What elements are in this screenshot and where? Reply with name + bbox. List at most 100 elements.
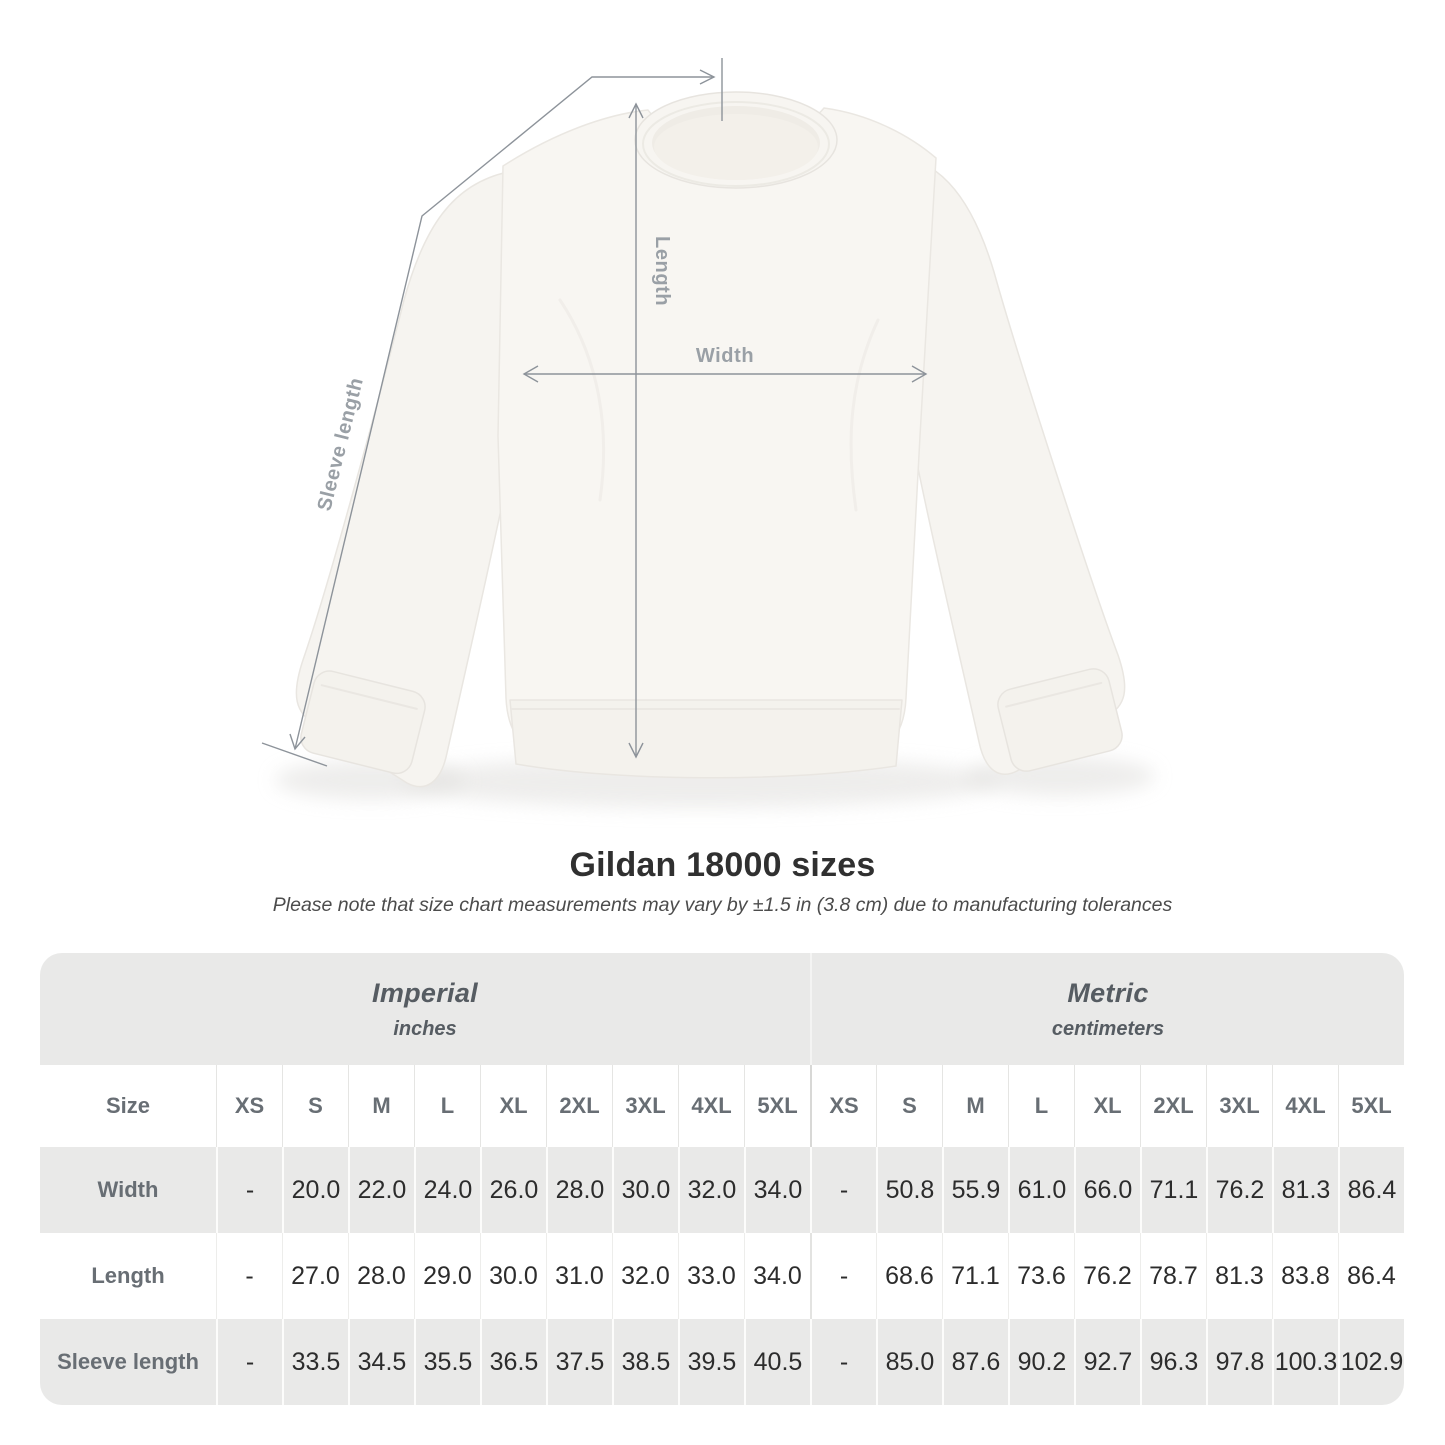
size-header-imperial-xl: XL [480,1065,546,1147]
left-sleeve [295,171,525,788]
size-header-imperial-4xl: 4XL [678,1065,744,1147]
unit-header-row: Imperial inches Metric centimeters [40,953,1404,1065]
metric-header: Metric centimeters [810,953,1404,1065]
cell-imperial-4xl-length: 33.0 [678,1233,744,1319]
cell-metric-2xl-sleeve-length: 96.3 [1140,1319,1206,1405]
size-header-metric-xl: XL [1074,1065,1140,1147]
cell-imperial-2xl-width: 28.0 [546,1147,612,1233]
measurement-row-width: Width -20.0 22.0 24.0 26.0 28.0 30.0 32.0 34.0-5… [40,1147,1404,1233]
cell-imperial-3xl-width: 30.0 [612,1147,678,1233]
measurement-row-sleeve-length: Sleeve length -33.5 34.5 35.5 36.5 37.5 38.5 39… [40,1319,1404,1405]
cell-imperial-5xl-width: 34.0 [744,1147,810,1233]
size-header-imperial-5xl: 5XL [744,1065,810,1147]
cell-metric-s-sleeve-length: 85.0 [876,1319,942,1405]
cell-imperial-2xl-length: 31.0 [546,1233,612,1319]
size-table: Imperial inches Metric centimeters Size … [40,953,1404,1405]
cell-metric-xl-sleeve-length: 92.7 [1074,1319,1140,1405]
cell-metric-2xl-width: 71.1 [1140,1147,1206,1233]
cell-imperial-l-sleeve-length: 35.5 [414,1319,480,1405]
length-label: Length [651,236,673,306]
arrow-left-icon [522,365,539,383]
right-sleeve [871,155,1126,775]
cell-imperial-l-width: 24.0 [414,1147,480,1233]
cell-metric-m-width: 55.9 [942,1147,1008,1233]
cell-imperial-s-sleeve-length: 33.5 [282,1319,348,1405]
wrinkle-line [849,318,880,512]
cell-imperial-5xl-sleeve-length: 40.5 [744,1319,810,1405]
cell-imperial-xl-length: 30.0 [480,1233,546,1319]
cell-imperial-4xl-sleeve-length: 39.5 [678,1319,744,1405]
size-header-metric-l: L [1008,1065,1074,1147]
size-header-imperial-xs: XS [216,1065,282,1147]
cell-metric-4xl-width: 81.3 [1272,1147,1338,1233]
size-column-label: Size [40,1065,216,1147]
metric-unit: centimeters [1051,1017,1165,1040]
tolerance-note: Please note that size chart measurements… [272,894,1173,916]
collar [634,91,838,189]
cell-imperial-3xl-sleeve-length: 38.5 [612,1319,678,1405]
cell-metric-m-sleeve-length: 87.6 [942,1319,1008,1405]
garment-body [497,107,937,755]
cell-metric-xs-length: - [810,1233,876,1319]
cell-metric-xs-sleeve-length: - [810,1319,876,1405]
cell-imperial-xl-sleeve-length: 36.5 [480,1319,546,1405]
sweatshirt-image [295,91,1126,788]
cell-metric-4xl-sleeve-length: 100.3 [1272,1319,1338,1405]
arrow-up-icon [628,102,644,119]
imperial-header: Imperial inches [40,953,810,1065]
size-header-metric-3xl: 3XL [1206,1065,1272,1147]
arrow-right-icon [699,69,716,85]
size-table-container: Imperial inches Metric centimeters Size … [40,953,1404,1405]
size-header-row: Size XS S M L XL 2XL 3XL 4XL 5XL XS S M L XL 2XL 3XL 4XL… [40,1065,1404,1147]
size-header-metric-5xl: 5XL [1338,1065,1404,1147]
size-header-imperial-l: L [414,1065,480,1147]
width-label: Width [696,345,754,367]
imperial-name: Imperial [372,977,478,1008]
cell-metric-2xl-length: 78.7 [1140,1233,1206,1319]
product-measurement-diagram: Width Length Sleeve length [261,58,1155,808]
cell-metric-5xl-length: 86.4 [1338,1233,1404,1319]
cell-imperial-s-length: 27.0 [282,1233,348,1319]
arrow-right-icon [911,365,928,383]
cell-imperial-m-width: 22.0 [348,1147,414,1233]
hem-band [509,699,903,779]
cell-metric-m-length: 71.1 [942,1233,1008,1319]
page-title: Gildan 18000 sizes [569,846,876,884]
left-cuff [300,670,426,775]
cell-imperial-4xl-width: 32.0 [678,1147,744,1233]
cell-imperial-xs-sleeve-length: - [216,1319,282,1405]
cell-metric-xl-width: 66.0 [1074,1147,1140,1233]
size-header-imperial-2xl: 2XL [546,1065,612,1147]
size-header-imperial-s: S [282,1065,348,1147]
imperial-unit: inches [393,1017,457,1040]
size-header-metric-xs: XS [810,1065,876,1147]
cell-metric-3xl-width: 76.2 [1206,1147,1272,1233]
cell-metric-s-length: 68.6 [876,1233,942,1319]
row-label: Width [40,1147,216,1233]
cell-metric-5xl-sleeve-length: 102.9 [1338,1319,1404,1405]
cell-metric-4xl-length: 83.8 [1272,1233,1338,1319]
cell-metric-xl-length: 76.2 [1074,1233,1140,1319]
wrinkle-line [558,298,606,502]
right-cuff [997,668,1123,772]
cell-imperial-3xl-length: 32.0 [612,1233,678,1319]
size-header-metric-m: M [942,1065,1008,1147]
cell-metric-3xl-length: 81.3 [1206,1233,1272,1319]
cell-metric-s-width: 50.8 [876,1147,942,1233]
cell-metric-3xl-sleeve-length: 97.8 [1206,1319,1272,1405]
row-label: Sleeve length [40,1319,216,1405]
size-header-metric-2xl: 2XL [1140,1065,1206,1147]
sleeve-measure-line [261,58,723,767]
row-label: Length [40,1233,216,1319]
cell-imperial-xl-width: 26.0 [480,1147,546,1233]
measurement-row-length: Length -27.0 28.0 29.0 30.0 31.0 32.0 33.0 34.0-… [40,1233,1404,1319]
cell-imperial-m-sleeve-length: 34.5 [348,1319,414,1405]
cell-imperial-5xl-length: 34.0 [744,1233,810,1319]
cell-imperial-2xl-sleeve-length: 37.5 [546,1319,612,1405]
cell-metric-l-sleeve-length: 90.2 [1008,1319,1074,1405]
width-measure-line [522,365,928,383]
length-measure-line [628,102,644,759]
cell-metric-5xl-width: 86.4 [1338,1147,1404,1233]
cell-imperial-xs-length: - [216,1233,282,1319]
size-header-imperial-3xl: 3XL [612,1065,678,1147]
